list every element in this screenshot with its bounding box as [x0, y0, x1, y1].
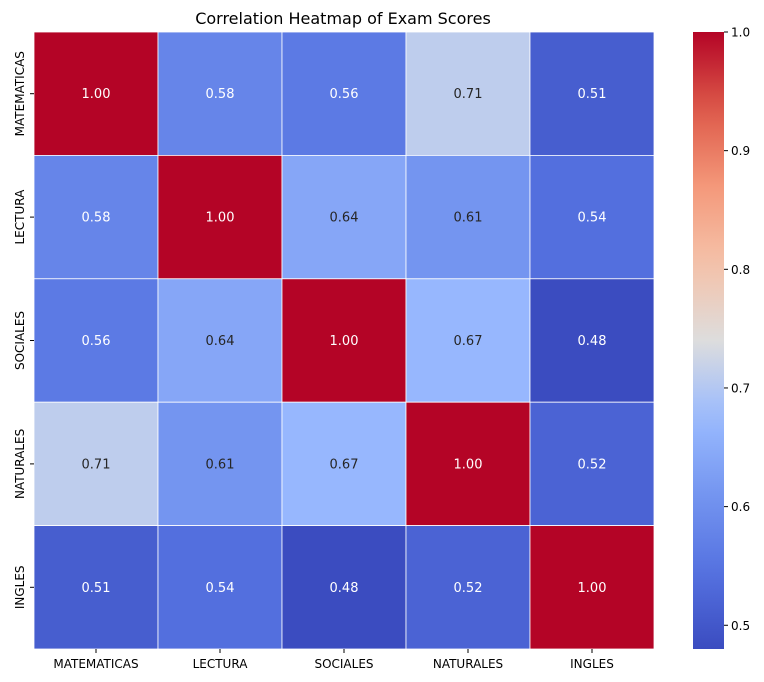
heatmap-cell [33, 525, 159, 650]
cell-value-label: 1.00 [330, 334, 359, 349]
cell-value-label: 0.48 [330, 581, 359, 596]
heatmap-cell [529, 278, 655, 403]
cell-value-label: 0.67 [330, 457, 359, 472]
x-axis: MATEMATICAS LECTURA SOCIALES NATURALES INGLE… [53, 649, 614, 671]
heatmap-cell [529, 401, 655, 527]
colorbar-tick-label: 0.5 [731, 619, 750, 633]
colorbar-tick-label: 0.7 [731, 381, 750, 395]
heatmap-cell [157, 154, 283, 280]
y-tick-label: NATURALES [13, 429, 27, 499]
colorbar-gradient [693, 32, 724, 649]
cell-value-label: 0.54 [206, 581, 235, 596]
cell-value-label: 0.58 [82, 211, 111, 226]
colorbar-tick-label: 0.9 [731, 144, 750, 158]
heatmap-cell [281, 31, 407, 156]
heatmap-cell [33, 154, 159, 280]
colorbar-tick-label: 0.6 [731, 500, 750, 514]
chart-title: Correlation Heatmap of Exam Scores [195, 9, 491, 28]
cell-value-label: 0.48 [578, 334, 607, 349]
heatmap-cell [281, 278, 407, 403]
x-tick-label: SOCIALES [314, 657, 373, 671]
x-tick-label: NATURALES [433, 657, 503, 671]
x-tick-label: LECTURA [193, 657, 249, 671]
heatmap-cell [529, 154, 655, 280]
y-axis: MATEMATICAS LECTURA SOCIALES NATURALES INGLE… [13, 51, 34, 609]
cell-value-label: 1.00 [454, 457, 483, 472]
cell-value-label: 0.64 [330, 211, 359, 226]
heatmap-cell [405, 401, 531, 527]
cell-value-label: 1.00 [82, 87, 111, 102]
cell-value-label: 0.58 [206, 87, 235, 102]
cell-value-label: 0.56 [82, 334, 111, 349]
x-tick-label: INGLES [570, 657, 614, 671]
heatmap-cell [281, 525, 407, 650]
y-tick-label: LECTURA [13, 189, 27, 245]
cell-value-label: 0.61 [206, 457, 235, 472]
heatmap-cell [157, 31, 283, 156]
heatmap-cell [157, 401, 283, 527]
y-tick-label: INGLES [13, 565, 27, 609]
cell-value-label: 0.52 [578, 457, 607, 472]
heatmap-cell [281, 401, 407, 527]
y-tick-label: MATEMATICAS [13, 51, 27, 136]
colorbar-tick-label: 1.0 [731, 26, 750, 40]
cell-value-label: 0.64 [206, 334, 235, 349]
cell-value-label: 0.71 [454, 87, 483, 102]
heatmap-cell [33, 31, 159, 156]
cell-value-label: 0.51 [82, 581, 111, 596]
cell-value-label: 0.67 [454, 334, 483, 349]
cell-value-label: 0.54 [578, 211, 607, 226]
cell-value-label: 1.00 [206, 211, 235, 226]
y-tick-label: SOCIALES [13, 311, 27, 370]
heatmap-cell [405, 278, 531, 403]
heatmap-cell [529, 31, 655, 156]
cell-value-label: 0.71 [82, 457, 111, 472]
cell-value-label: 0.52 [454, 581, 483, 596]
cell-value-label: 0.56 [330, 87, 359, 102]
colorbar-tick-label: 0.8 [731, 263, 750, 277]
cell-value-label: 0.51 [578, 87, 607, 102]
x-tick-label: MATEMATICAS [53, 657, 138, 671]
heatmap-cell [157, 278, 283, 403]
cell-value-label: 0.61 [454, 211, 483, 226]
heatmap-cell [157, 525, 283, 650]
cell-value-label: 1.00 [578, 581, 607, 596]
heatmap-cell [405, 31, 531, 156]
colorbar: 0.5 0.6 0.7 0.8 0.9 1.0 [693, 26, 750, 649]
heatmap-cell [281, 154, 407, 280]
heatmap-cells [33, 31, 655, 650]
heatmap-annotations: 1.00 0.58 0.56 0.71 0.51 0.58 1.00 0.64 0.61 0.54… [82, 87, 607, 596]
heatmap-cell [529, 525, 655, 650]
